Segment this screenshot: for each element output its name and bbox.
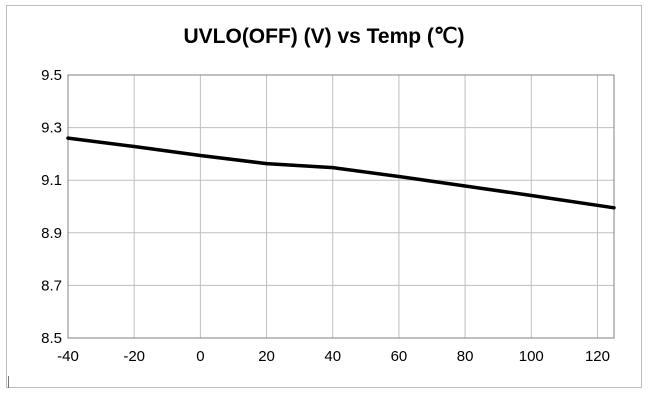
y-tick-label: 8.7 bbox=[41, 277, 62, 294]
x-tick-labels: -40 -20 0 20 40 60 80 100 120 bbox=[57, 348, 610, 365]
chart-title: UVLO(OFF) (V) vs Temp (℃) bbox=[183, 25, 465, 48]
x-tick-label: 0 bbox=[196, 348, 204, 365]
x-tick-label: -20 bbox=[123, 348, 145, 365]
y-tick-label: 8.9 bbox=[41, 225, 62, 242]
left-edge-rule bbox=[8, 376, 9, 388]
grid bbox=[67, 74, 614, 339]
x-tick-label: 60 bbox=[391, 348, 408, 365]
x-tick-label: 120 bbox=[585, 348, 610, 365]
x-tick-label: 40 bbox=[324, 348, 341, 365]
series-line bbox=[66, 136, 616, 210]
y-tick-label: 9.1 bbox=[41, 172, 62, 189]
y-tick-label: 9.3 bbox=[41, 120, 62, 137]
y-tick-label: 8.5 bbox=[41, 330, 62, 347]
x-tick-label: -40 bbox=[57, 348, 79, 365]
y-tick-labels: 8.5 8.7 8.9 9.1 9.3 9.5 bbox=[41, 67, 62, 347]
plot-frame bbox=[67, 74, 615, 339]
y-tick-label: 9.5 bbox=[41, 67, 62, 84]
x-tick-label: 20 bbox=[258, 348, 275, 365]
series-group bbox=[66, 136, 616, 210]
x-tick-label: 100 bbox=[519, 348, 544, 365]
x-tick-label: 80 bbox=[457, 348, 474, 365]
